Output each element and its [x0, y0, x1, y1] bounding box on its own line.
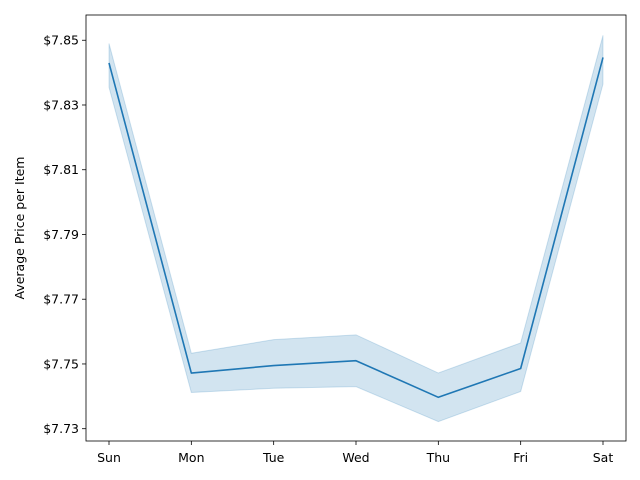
x-tick-label: Thu: [426, 450, 450, 465]
y-tick-label: $7.81: [43, 162, 79, 177]
series-line-layer: [108, 57, 604, 399]
y-tick-label: $7.75: [43, 356, 79, 371]
x-tick-label: Wed: [342, 450, 369, 465]
y-tick-label: $7.83: [43, 97, 79, 112]
y-axis: $7.73 $7.75 $7.77 $7.79 $7.81 $7.83 $7.85: [43, 33, 86, 436]
y-tick-label: $7.73: [43, 421, 79, 436]
y-tick-label: $7.77: [43, 292, 79, 307]
x-tick-label: Fri: [513, 450, 528, 465]
y-tick-label: $7.79: [43, 227, 79, 242]
x-tick-label: Mon: [178, 450, 204, 465]
x-tick-label: Tue: [262, 450, 285, 465]
x-tick-label: Sun: [97, 450, 121, 465]
y-axis-label: Average Price per Item: [12, 157, 27, 300]
confidence-band: [108, 35, 604, 423]
confidence-band-layer: [108, 35, 604, 423]
x-tick-label: Sat: [593, 450, 614, 465]
y-tick-label: $7.85: [43, 33, 79, 48]
x-axis: Sun Mon Tue Wed Thu Fri Sat: [97, 441, 613, 465]
